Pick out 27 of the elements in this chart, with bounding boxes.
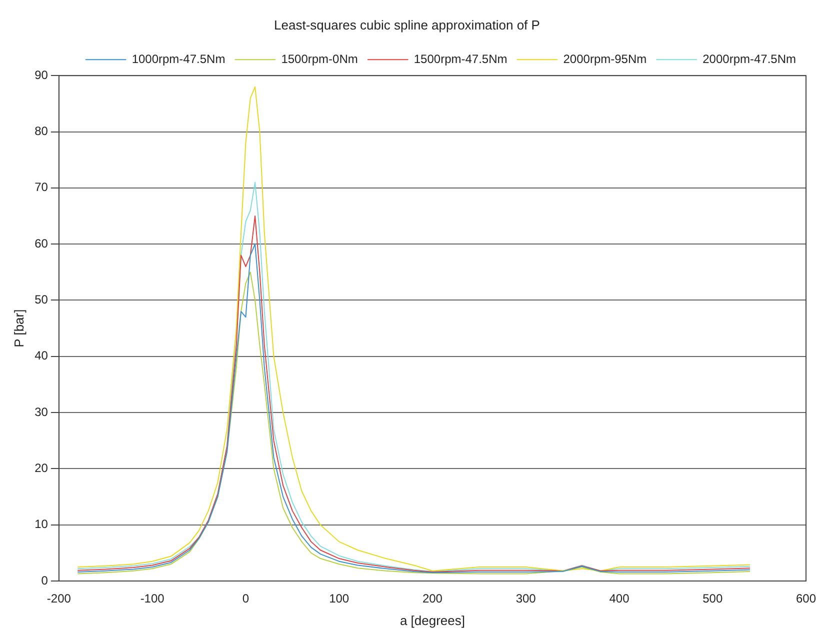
x-tick-label: 200 <box>422 592 443 606</box>
y-tick-label: 50 <box>34 292 48 307</box>
y-axis-title: P [bar] <box>11 309 26 348</box>
x-tick-label: 600 <box>796 592 816 606</box>
x-tick-label: 300 <box>516 592 536 606</box>
y-tick-label: 20 <box>34 461 48 475</box>
x-tick-label: 500 <box>702 592 723 606</box>
legend-label: 2000rpm-95Nm <box>563 52 647 66</box>
x-axis-title: a [degrees] <box>400 612 465 628</box>
legend-label: 1500rpm-47.5Nm <box>414 52 508 66</box>
legend-label: 2000rpm-47.5Nm <box>702 52 796 66</box>
chart-title: Least-squares cubic spline approximation of P <box>274 17 540 32</box>
x-tick-label: 0 <box>242 592 250 606</box>
y-tick-label: 90 <box>34 68 48 82</box>
y-tick-label: 10 <box>34 517 48 532</box>
x-tick-label: -200 <box>46 592 72 606</box>
y-tick-label: 80 <box>34 124 48 138</box>
y-tick-label: 70 <box>34 180 48 194</box>
x-tick-label: 400 <box>609 592 630 606</box>
x-tick-label: -100 <box>140 592 165 606</box>
y-tick-label: 30 <box>34 404 48 419</box>
legend-label: 1500rpm-0Nm <box>281 52 358 66</box>
y-tick-label: 0 <box>41 573 48 588</box>
x-tick-label: 100 <box>329 592 350 606</box>
legend-label: 1000rpm-47.5Nm <box>132 52 226 66</box>
y-tick-label: 60 <box>34 236 48 250</box>
y-tick-label: 40 <box>34 348 48 363</box>
